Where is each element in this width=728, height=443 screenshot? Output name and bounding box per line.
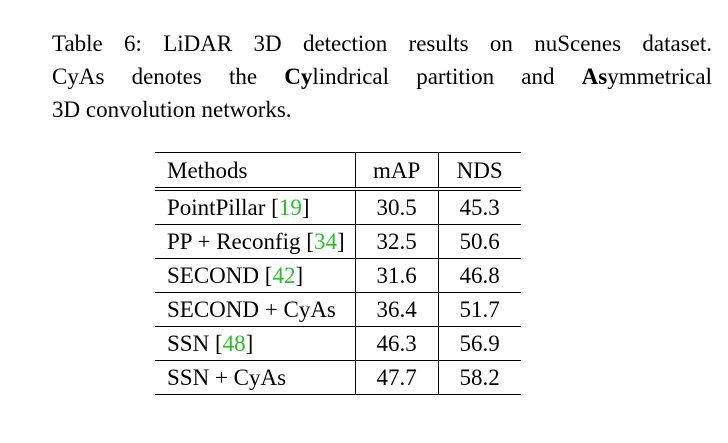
nds-cell: 45.3 — [437, 189, 521, 225]
citation[interactable]: [34] — [306, 229, 345, 254]
method-cell: PP + Reconfig [34] — [155, 225, 355, 259]
citation[interactable]: [48] — [214, 331, 254, 356]
method-name: SSN + CyAs — [167, 365, 287, 390]
citation-number[interactable]: 19 — [278, 195, 302, 220]
map-cell: 32.5 — [354, 224, 439, 259]
caption-text: ymmetrical — [607, 64, 712, 89]
map-cell: 36.4 — [354, 292, 439, 327]
citation-number[interactable]: 42 — [272, 263, 296, 288]
nds-cell: 51.7 — [437, 292, 521, 327]
results-table: Methods mAP NDS PointPillar [19] 30.5 45… — [155, 152, 521, 395]
map-cell: 30.5 — [354, 189, 439, 225]
map-cell: 46.3 — [354, 326, 439, 361]
citation-number[interactable]: 34 — [313, 229, 337, 254]
table-caption: Table 6: LiDAR 3D detection results on n… — [52, 27, 712, 126]
nds-cell: 58.2 — [437, 360, 521, 395]
table-header-row: Methods mAP NDS — [155, 152, 521, 191]
caption-line-2: CyAs denotes the Cylindrical partition a… — [52, 60, 712, 93]
table-row: PP + Reconfig [34] 32.5 50.6 — [155, 224, 521, 259]
caption-line-1: Table 6: LiDAR 3D detection results on n… — [52, 31, 712, 56]
caption-line-3: 3D convolution networks. — [52, 97, 292, 122]
table-row: SSN + CyAs 47.7 58.2 — [155, 360, 521, 395]
nds-cell: 56.9 — [437, 326, 521, 361]
map-cell: 47.7 — [354, 360, 439, 395]
method-name: PointPillar — [167, 195, 272, 220]
method-cell: PointPillar [19] — [155, 189, 355, 225]
header-methods: Methods — [155, 152, 356, 191]
method-cell: SECOND + CyAs — [155, 293, 355, 327]
nds-cell: 46.8 — [437, 258, 521, 293]
method-name: SSN — [167, 331, 215, 356]
citation[interactable]: [42] — [264, 263, 304, 288]
map-cell: 31.6 — [354, 258, 439, 293]
method-name: SECOND + CyAs — [167, 297, 336, 322]
caption-text: lindrical partition and — [312, 64, 582, 89]
citation-number[interactable]: 48 — [222, 331, 246, 356]
method-cell: SSN [48] — [155, 327, 355, 361]
table-row: SECOND + CyAs 36.4 51.7 — [155, 292, 521, 327]
method-name: SECOND — [167, 263, 265, 288]
header-nds: NDS — [437, 152, 521, 191]
table-row: SECOND [42] 31.6 46.8 — [155, 258, 521, 293]
citation[interactable]: [19] — [271, 195, 310, 220]
caption-bold-as: As — [581, 64, 608, 89]
method-cell: SSN + CyAs — [155, 361, 355, 395]
table-row: SSN [48] 46.3 56.9 — [155, 326, 521, 361]
method-cell: SECOND [42] — [155, 259, 355, 293]
caption-text: CyAs denotes the — [52, 64, 285, 89]
nds-cell: 50.6 — [437, 224, 521, 259]
header-map: mAP — [354, 152, 439, 191]
caption-bold-cy: Cy — [284, 64, 313, 89]
method-name: PP + Reconfig — [167, 229, 307, 254]
table-row: PointPillar [19] 30.5 45.3 — [155, 189, 521, 225]
